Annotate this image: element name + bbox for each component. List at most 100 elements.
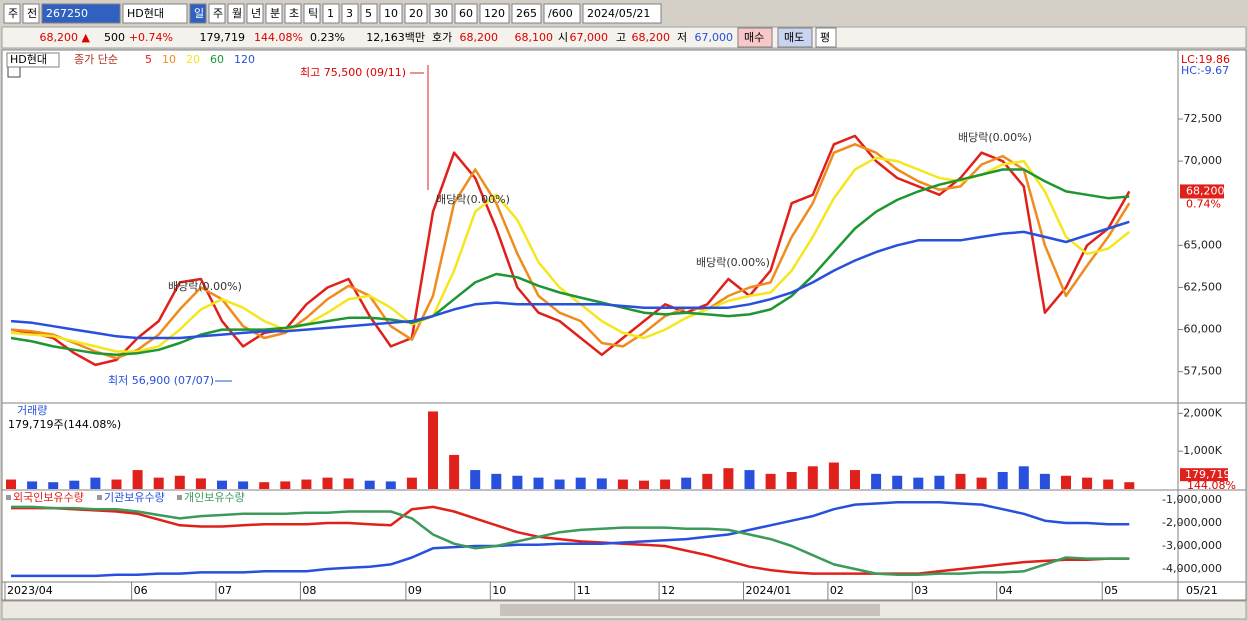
toolbar-label[interactable]: 1 <box>327 7 334 20</box>
legend-entry[interactable]: 5 <box>145 53 152 66</box>
legend-entry[interactable]: 10 <box>162 53 176 66</box>
info-value[interactable]: 평 <box>820 31 830 44</box>
toolbar-label[interactable]: 초 <box>289 7 299 20</box>
toolbar-label[interactable]: 5 <box>365 7 372 20</box>
volume-bar <box>934 475 945 489</box>
toolbar-label[interactable]: 2024/05/21 <box>587 7 650 20</box>
toolbar-button[interactable] <box>543 3 581 24</box>
annotation: 최고 75,500 (09/11) <box>300 66 406 79</box>
chart-subtitle: 종가 단순 <box>74 53 118 66</box>
info-value[interactable]: 매수 <box>744 31 764 44</box>
toolbar-button[interactable] <box>429 3 453 24</box>
legend-entry[interactable]: 120 <box>234 53 255 66</box>
pane-title: 거래량 <box>17 404 47 417</box>
toolbar-label[interactable]: 20 <box>409 7 423 20</box>
sell-button[interactable] <box>777 27 813 48</box>
toolbar-label[interactable]: /600 <box>548 7 573 20</box>
toolbar-button[interactable] <box>265 3 283 24</box>
toolbar-button[interactable] <box>189 3 207 24</box>
toolbar-label[interactable]: 주 <box>213 7 223 20</box>
toolbar-label[interactable]: 분 <box>270 7 280 20</box>
toolbar-button[interactable] <box>322 3 340 24</box>
volume-bar <box>491 473 502 489</box>
toolbar-button[interactable] <box>22 3 40 24</box>
toolbar-button[interactable] <box>454 3 478 24</box>
toolbar-button[interactable] <box>341 3 359 24</box>
toolbar-button[interactable] <box>41 3 121 24</box>
volume-bar <box>744 470 755 489</box>
volume-marker <box>1180 468 1228 482</box>
toolbar-button[interactable] <box>511 3 542 24</box>
scroll-thumb[interactable] <box>500 604 880 616</box>
info-value[interactable]: 매도 <box>784 31 804 44</box>
series-line <box>11 505 1130 576</box>
toolbar-button[interactable] <box>404 3 428 24</box>
y-tick-label: 2,000K <box>1183 406 1222 419</box>
info-value: 68,200 <box>632 31 671 44</box>
annotation: 배당락(0.00%) <box>436 193 510 206</box>
volume-bar <box>259 482 270 489</box>
toolbar-button[interactable] <box>208 3 226 24</box>
legend-entry[interactable]: 60 <box>210 53 224 66</box>
toolbar-label[interactable]: HD현대 <box>127 7 164 20</box>
volume-bar <box>660 479 671 489</box>
info-value: 호가 <box>432 31 452 44</box>
volume-bar <box>892 475 903 489</box>
legend-entry[interactable]: 기관보유수량 <box>104 491 165 504</box>
volume-bar <box>174 475 185 489</box>
buy-button[interactable] <box>737 27 773 48</box>
volume-bar <box>27 481 38 489</box>
toolbar-button[interactable] <box>227 3 245 24</box>
toolbar-label[interactable]: 전 <box>27 7 37 20</box>
toolbar-label[interactable]: 267250 <box>46 7 88 20</box>
toolbar-button[interactable] <box>303 3 321 24</box>
y-tick-label: 1,000K <box>1183 444 1222 457</box>
toolbar-label[interactable]: 주 <box>8 7 18 20</box>
price-marker <box>1180 184 1224 199</box>
x-tick-label: 2024/01 <box>746 584 792 597</box>
chart-title: HD현대 <box>10 53 47 66</box>
toolbar-label[interactable]: 일 <box>194 6 204 20</box>
toolbar-label[interactable]: 30 <box>434 7 448 20</box>
annotation: 최저 56,900 (07/07) <box>108 374 214 387</box>
x-tick-label: 02 <box>830 584 844 597</box>
volume-bar <box>512 475 523 489</box>
toolbar-button[interactable] <box>3 3 21 24</box>
volume-bar <box>554 479 565 489</box>
x-tick-label: 05 <box>1104 584 1118 597</box>
y-tick-label: 62,500 <box>1184 280 1223 293</box>
y-tick-label: 70,000 <box>1184 154 1223 167</box>
volume-bar <box>765 473 776 489</box>
x-tick-label: 08 <box>302 584 316 597</box>
series-line <box>10 134 1131 367</box>
toolbar-label[interactable]: 265 <box>516 7 537 20</box>
volume-bar <box>322 477 333 489</box>
toolbar-button[interactable] <box>582 3 662 24</box>
y-tick-label: -1,000,000 <box>1162 493 1222 506</box>
info-value: 500 <box>104 31 125 44</box>
toolbar-label[interactable]: 10 <box>384 7 398 20</box>
volume-bar <box>723 468 734 489</box>
legend-entry[interactable]: 20 <box>186 53 200 66</box>
toolbar-button[interactable] <box>284 3 302 24</box>
volume-bar <box>1124 482 1135 489</box>
toolbar-label[interactable]: 월 <box>232 7 242 20</box>
info-bar <box>1 26 1247 49</box>
toolbar-label[interactable]: 60 <box>459 7 473 20</box>
legend-entry[interactable]: 외국인보유수량 <box>13 491 84 504</box>
volume-bar <box>913 477 924 489</box>
info-value: 68,200 <box>460 31 499 44</box>
toolbar-label[interactable]: 3 <box>346 7 353 20</box>
toolbar-button[interactable] <box>122 3 188 24</box>
toolbar-button[interactable] <box>360 3 378 24</box>
legend-entry[interactable]: 개인보유수량 <box>184 491 245 504</box>
toolbar-label[interactable]: 년 <box>251 7 261 20</box>
volume-bar <box>428 411 438 489</box>
avg-button[interactable] <box>815 27 837 48</box>
toolbar-button[interactable] <box>479 3 510 24</box>
toolbar-label[interactable]: 틱 <box>308 7 318 20</box>
toolbar-button[interactable] <box>379 3 403 24</box>
toolbar-label[interactable]: 120 <box>484 7 505 20</box>
toolbar-button[interactable] <box>246 3 264 24</box>
volume-bar <box>807 466 818 489</box>
